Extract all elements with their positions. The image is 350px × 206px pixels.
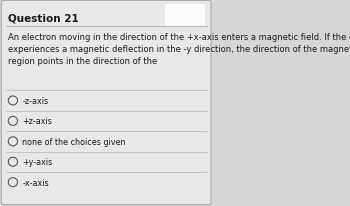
FancyBboxPatch shape (1, 1, 211, 205)
Text: Question 21: Question 21 (8, 14, 78, 23)
FancyBboxPatch shape (165, 5, 205, 28)
Text: -z-axis: -z-axis (22, 96, 48, 105)
Text: none of the choices given: none of the choices given (22, 137, 126, 146)
Text: +z-axis: +z-axis (22, 117, 52, 126)
Text: An electron moving in the direction of the +x-axis enters a magnetic field. If t: An electron moving in the direction of t… (8, 33, 350, 66)
Text: +y-axis: +y-axis (22, 157, 52, 166)
Text: -x-axis: -x-axis (22, 178, 49, 187)
